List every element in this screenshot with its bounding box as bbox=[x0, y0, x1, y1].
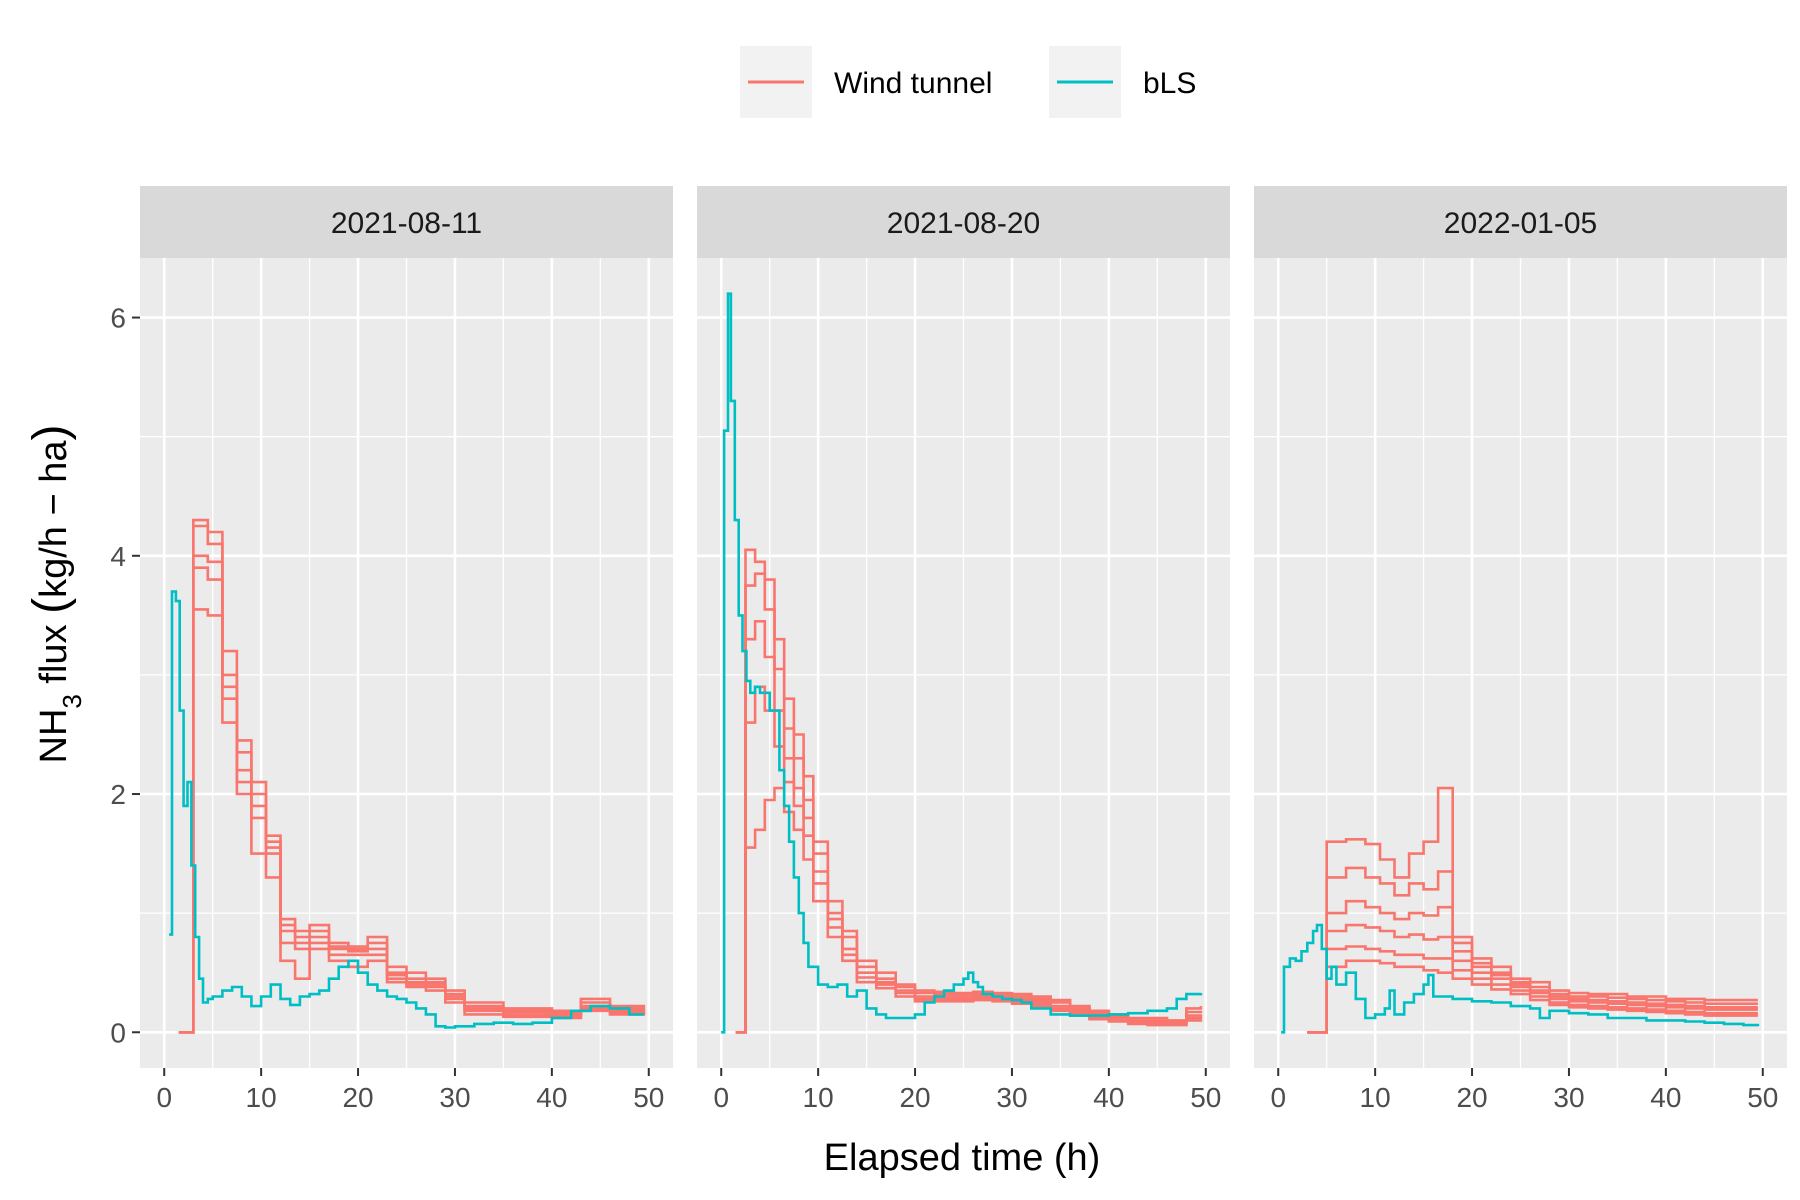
y-tick-label: 0 bbox=[110, 1017, 126, 1048]
legend-label-wind-tunnel: Wind tunnel bbox=[834, 67, 992, 100]
x-tick-label: 10 bbox=[246, 1082, 277, 1113]
x-tick-label: 40 bbox=[1650, 1082, 1681, 1113]
series-line-wind-tunnel-6 bbox=[1307, 959, 1758, 1034]
y-tick-label: 6 bbox=[110, 303, 126, 334]
y-axis-title-post: flux bbox=[33, 614, 75, 694]
series-line-bls bbox=[1281, 923, 1760, 1034]
y-tick-label: 4 bbox=[110, 541, 126, 572]
x-tick-label: 40 bbox=[1093, 1082, 1124, 1113]
x-tick-label: 50 bbox=[1190, 1082, 1221, 1113]
x-tick-label: 30 bbox=[996, 1082, 1027, 1113]
x-tick-label: 0 bbox=[1270, 1082, 1286, 1113]
series-line-wind-tunnel-4 bbox=[1307, 923, 1758, 1034]
series-group bbox=[1281, 786, 1760, 1034]
series-group bbox=[721, 292, 1203, 1034]
x-tick-label: 0 bbox=[156, 1082, 172, 1113]
series-line-wind-tunnel-2 bbox=[1307, 866, 1758, 1034]
y-axis-title-units: kg/h − ha bbox=[33, 440, 75, 598]
legend: Wind tunnel bLS bbox=[740, 46, 1196, 118]
x-tick-label: 50 bbox=[633, 1082, 664, 1113]
x-tick-label: 40 bbox=[536, 1082, 567, 1113]
facet-strip bbox=[1254, 186, 1787, 258]
y-axis-title: NH3 flux (kg/h − ha) bbox=[24, 425, 87, 764]
x-tick-label: 30 bbox=[439, 1082, 470, 1113]
x-tick-label: 50 bbox=[1747, 1082, 1778, 1113]
series-line-bls bbox=[721, 292, 1203, 1034]
legend-label-bls: bLS bbox=[1143, 67, 1196, 100]
facet-panel-1: 2021-08-11 0 10 20 30 40 50 0 2 4 6 bbox=[110, 186, 673, 1113]
series-line-wind-tunnel-5 bbox=[178, 608, 646, 1034]
y-axis-title-paren-open: ( bbox=[24, 598, 77, 614]
x-tick-label: 30 bbox=[1553, 1082, 1584, 1113]
facet-strip-label: 2021-08-11 bbox=[331, 207, 482, 240]
facet-strip bbox=[697, 186, 1230, 258]
y-axis-title-pre: NH bbox=[33, 709, 75, 764]
x-tick-label: 20 bbox=[342, 1082, 373, 1113]
series-line-bls bbox=[169, 590, 644, 1029]
y-axis-title-paren-close: ) bbox=[24, 425, 77, 441]
x-tick-label: 0 bbox=[713, 1082, 729, 1113]
facet-strip-label: 2022-01-05 bbox=[1444, 207, 1597, 240]
facet-strip bbox=[140, 186, 673, 258]
x-tick-label: 10 bbox=[1360, 1082, 1391, 1113]
x-tick-label: 20 bbox=[1456, 1082, 1487, 1113]
x-tick-label: 20 bbox=[899, 1082, 930, 1113]
y-axis-title-subscript: 3 bbox=[57, 694, 87, 708]
facet-panel-3: 2022-01-05 0 10 20 30 40 50 bbox=[1254, 186, 1787, 1113]
x-axis-title: Elapsed time (h) bbox=[824, 1137, 1101, 1179]
series-line-wind-tunnel-3 bbox=[1307, 899, 1758, 1034]
series-group bbox=[169, 518, 646, 1034]
y-tick-label: 2 bbox=[110, 779, 126, 810]
facet-panel-2: 2021-08-20 0 10 20 30 40 50 bbox=[697, 186, 1230, 1113]
facet-strip-label: 2021-08-20 bbox=[887, 207, 1040, 240]
x-tick-label: 10 bbox=[803, 1082, 834, 1113]
